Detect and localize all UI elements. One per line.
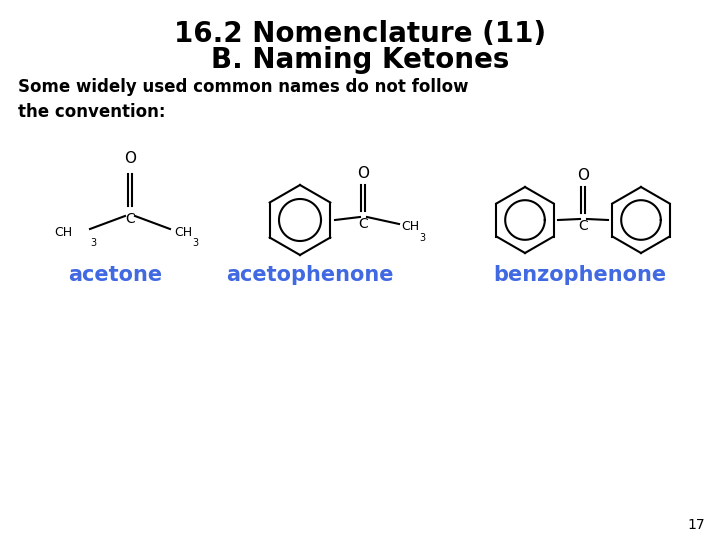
Text: 3: 3 — [90, 238, 96, 248]
Text: B. Naming Ketones: B. Naming Ketones — [211, 46, 509, 74]
Text: 17: 17 — [688, 518, 705, 532]
Text: C: C — [358, 217, 368, 231]
Text: O: O — [577, 168, 589, 183]
Text: CH: CH — [401, 220, 419, 233]
Text: acetone: acetone — [68, 265, 162, 285]
Text: acetophenone: acetophenone — [226, 265, 394, 285]
Text: C: C — [578, 219, 588, 233]
Text: Some widely used common names do not follow
the convention:: Some widely used common names do not fol… — [18, 78, 469, 121]
Text: CH: CH — [174, 226, 192, 239]
Text: O: O — [357, 166, 369, 181]
Text: C: C — [125, 212, 135, 226]
Text: 16.2 Nomenclature (11): 16.2 Nomenclature (11) — [174, 20, 546, 48]
Text: O: O — [124, 151, 136, 166]
Text: benzophenone: benzophenone — [493, 265, 667, 285]
Text: 3: 3 — [419, 233, 425, 243]
Text: 3: 3 — [192, 238, 198, 248]
Text: CH: CH — [54, 226, 72, 239]
